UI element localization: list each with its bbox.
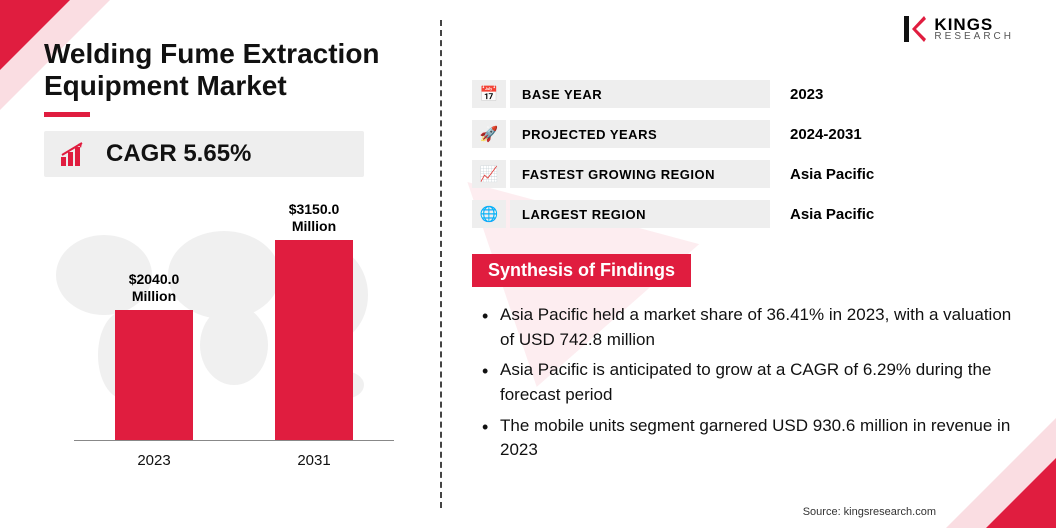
info-row: 🚀PROJECTED YEARS2024-2031 (472, 118, 1012, 150)
info-table: 📅BASE YEAR2023 🚀PROJECTED YEARS2024-2031 📈… (472, 78, 1012, 230)
left-panel: Welding Fume Extraction Equipment Market… (0, 0, 440, 528)
finding-item: The mobile units segment garnered USD 93… (478, 414, 1016, 463)
logo-text-main: KINGS (934, 17, 1014, 32)
info-value: Asia Pacific (770, 206, 1012, 223)
bar-value-label: $2040.0Million (129, 271, 180, 305)
bar (275, 240, 353, 440)
info-row: 📅BASE YEAR2023 (472, 78, 1012, 110)
info-key: LARGEST REGION (510, 200, 770, 228)
bar (115, 310, 193, 440)
logo-mark (902, 14, 928, 44)
cagr-value: CAGR 5.65% (106, 140, 251, 168)
info-value: Asia Pacific (770, 166, 1012, 183)
rocket-icon: 🚀 (472, 120, 506, 148)
right-panel: KINGS RESEARCH 📅BASE YEAR2023 🚀PROJECTED … (442, 0, 1056, 528)
cagr-chart-icon (58, 137, 92, 171)
cagr-box: CAGR 5.65% (44, 131, 364, 177)
growth-icon: 📈 (472, 160, 506, 188)
x-axis-label: 2023 (137, 452, 170, 469)
findings-list: Asia Pacific held a market share of 36.4… (472, 303, 1016, 463)
info-key: BASE YEAR (510, 80, 770, 108)
title-underline (44, 112, 90, 117)
brand-logo: KINGS RESEARCH (902, 14, 1014, 44)
calendar-icon: 📅 (472, 80, 506, 108)
finding-item: Asia Pacific is anticipated to grow at a… (478, 358, 1016, 407)
logo-text-sub: RESEARCH (934, 32, 1014, 41)
bar-block: $2040.0Million (115, 271, 193, 441)
x-axis-label: 2031 (297, 452, 330, 469)
bar-value-label: $3150.0Million (289, 201, 340, 235)
info-row: 📈FASTEST GROWING REGIONAsia Pacific (472, 158, 1012, 190)
globe-icon: 🌐 (472, 200, 506, 228)
bar-chart: $2040.0Million $3150.0Million 2023 2031 (44, 195, 414, 475)
bar-block: $3150.0Million (275, 201, 353, 441)
info-key: PROJECTED YEARS (510, 120, 770, 148)
page-title: Welding Fume Extraction Equipment Market (44, 38, 416, 102)
info-value: 2023 (770, 86, 1012, 103)
source-attribution: Source: kingsresearch.com (803, 506, 936, 518)
info-row: 🌐LARGEST REGIONAsia Pacific (472, 198, 1012, 230)
info-value: 2024-2031 (770, 126, 1012, 143)
finding-item: Asia Pacific held a market share of 36.4… (478, 303, 1016, 352)
synthesis-heading: Synthesis of Findings (472, 254, 691, 287)
info-key: FASTEST GROWING REGION (510, 160, 770, 188)
